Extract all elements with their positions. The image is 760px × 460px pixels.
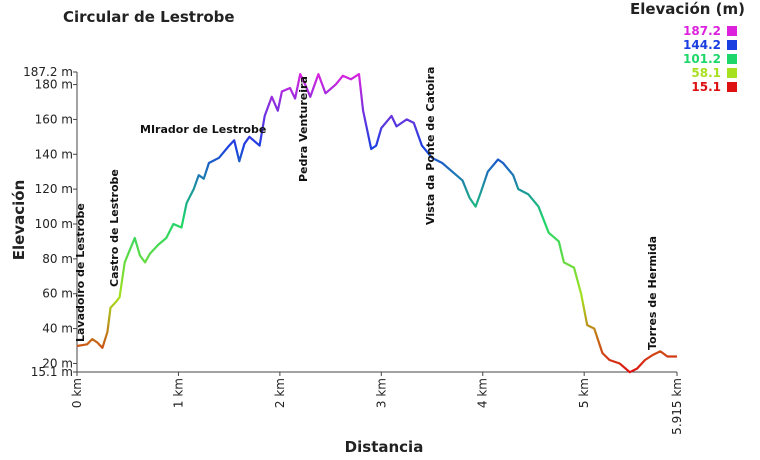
annotation: Vista da Ponte de Catoira	[424, 67, 437, 225]
legend-label: 15.1	[691, 80, 721, 94]
y-tick-label: 187.2 m	[23, 65, 73, 79]
x-tick-label: 0 km	[70, 378, 84, 408]
y-tick-label: 15.1 m	[31, 365, 73, 379]
annotation: Torres de Hermida	[646, 236, 659, 350]
annotation: MIrador de Lestrobe	[140, 123, 266, 136]
x-tick-label: 5 km	[577, 378, 591, 408]
y-tick-label: 160 m	[35, 112, 73, 126]
legend-label: 101.2	[683, 52, 721, 66]
legend-label: 187.2	[683, 24, 721, 38]
x-tick-label: 4 km	[476, 378, 490, 408]
legend-label: 58.1	[691, 66, 721, 80]
elevation-line	[76, 73, 677, 374]
x-axis-title: Distancia	[345, 438, 424, 456]
legend-title: Elevación (m)	[630, 0, 745, 18]
y-tick-label: 60 m	[42, 287, 73, 301]
x-tick-label: 3 km	[374, 378, 388, 408]
annotation: Pedra Ventureira	[297, 76, 310, 182]
legend-swatch	[727, 82, 737, 92]
x-tick-label: 2 km	[273, 378, 287, 408]
x-tick-label: 1 km	[171, 378, 185, 408]
chart-title: Circular de Lestrobe	[63, 8, 235, 26]
y-tick-label: 140 m	[35, 147, 73, 161]
y-tick-label: 40 m	[42, 322, 73, 336]
x-tick-label: 5.915 km	[670, 378, 684, 435]
legend-swatch	[727, 54, 737, 64]
y-tick-label: 20 m	[42, 356, 73, 370]
annotation: Castro de Lestrobe	[108, 169, 121, 287]
legend-swatch	[727, 26, 737, 36]
y-tick-label: 100 m	[35, 217, 73, 231]
y-tick-label: 180 m	[35, 78, 73, 92]
annotation: Lavadoiro de Lestrobe	[74, 203, 87, 342]
y-tick-label: 80 m	[42, 252, 73, 266]
legend-label: 144.2	[683, 38, 721, 52]
y-tick-label: 120 m	[35, 182, 73, 196]
legend-swatch	[727, 40, 737, 50]
y-axis-title: Elevación	[10, 180, 28, 260]
legend-swatch	[727, 68, 737, 78]
